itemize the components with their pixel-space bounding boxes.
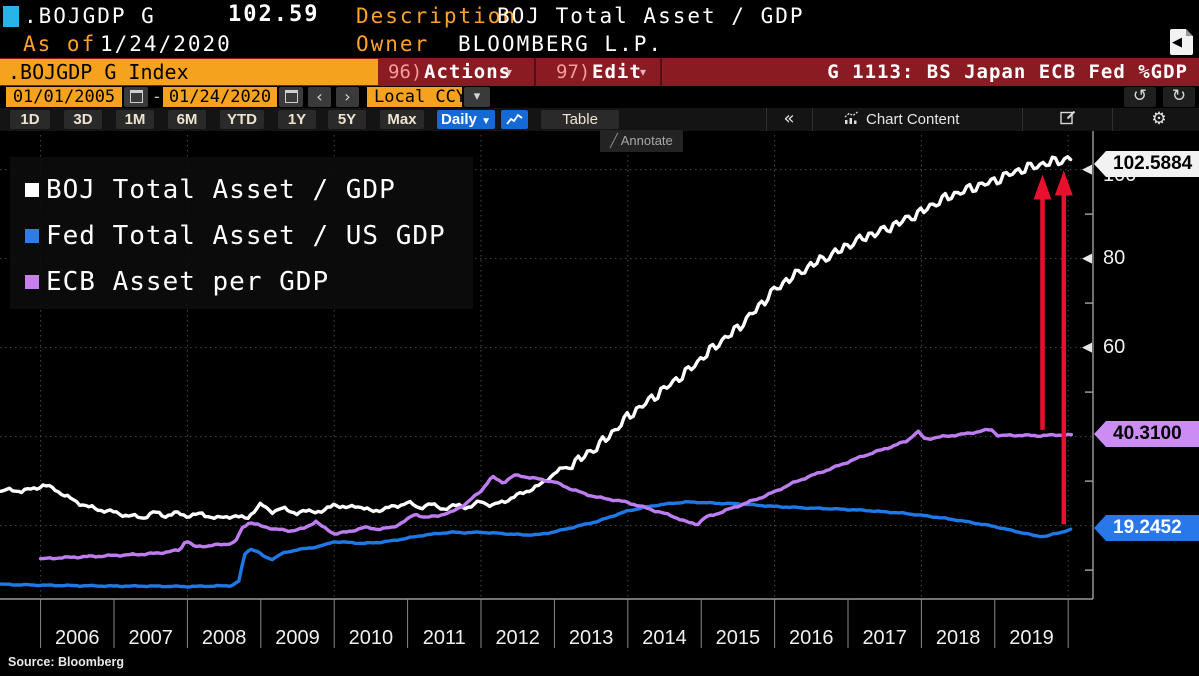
- series-line-fed: [0, 500, 1073, 589]
- start-date-input[interactable]: 01/01/2005: [6, 87, 122, 107]
- range-button-1y[interactable]: 1Y: [278, 110, 316, 129]
- gear-icon[interactable]: ⚙: [1151, 109, 1167, 129]
- frequency-caret-icon: ▼: [481, 116, 491, 127]
- range-button-1d[interactable]: 1D: [10, 110, 50, 129]
- series-line-boj: [0, 155, 1073, 520]
- divider: [534, 58, 536, 86]
- last-price: 102.59: [228, 2, 320, 27]
- y-tick-pointer-80: [1082, 253, 1092, 264]
- divider: [660, 58, 662, 86]
- x-axis-year-2015: 2015: [716, 627, 761, 649]
- start-calendar-icon[interactable]: [124, 87, 148, 107]
- actions-menu[interactable]: Actions: [424, 61, 512, 83]
- actions-caret-icon[interactable]: ▾: [506, 65, 513, 79]
- actions-shortcut: 96): [388, 61, 423, 83]
- next-period-button[interactable]: ›: [336, 87, 359, 107]
- x-axis-year-2009: 2009: [275, 627, 320, 649]
- currency-caret-icon[interactable]: ▾: [464, 87, 490, 107]
- owner-value: BLOOMBERG L.P.: [458, 32, 664, 56]
- x-axis-year-2007: 2007: [128, 627, 173, 649]
- x-axis-year-2011: 2011: [423, 627, 466, 649]
- security-color-marker: [3, 6, 19, 27]
- annotate-button[interactable]: ╱ Annotate: [600, 130, 683, 152]
- edit-shortcut: 97): [556, 61, 591, 83]
- annotate-pencil-icon: ╱: [610, 133, 618, 148]
- as-of-date: 1/24/2020: [100, 32, 232, 56]
- range-button-3d[interactable]: 3D: [64, 110, 102, 129]
- x-axis-year-2014: 2014: [642, 627, 687, 649]
- chart-toolbar: 1D 3D 1M 6M YTD 1Y 5Y Max Daily ▼ Table « Chart…: [0, 108, 1199, 131]
- range-button-max[interactable]: Max: [380, 110, 424, 129]
- collapse-panel-button[interactable]: «: [783, 108, 795, 129]
- legend-label: ECB Asset per GDP: [46, 267, 330, 297]
- range-button-6m[interactable]: 6M: [168, 110, 206, 129]
- chart-plot-area[interactable]: 2006 2007 2008 2009 2010 2011 2012 2013 2014 2015…: [0, 131, 1199, 676]
- owner-label: Owner: [356, 32, 430, 56]
- export-icon[interactable]: ◀: [1170, 29, 1193, 55]
- legend-item-1[interactable]: BOJ Total Asset / GDP: [10, 167, 396, 213]
- description-label: Description: [356, 4, 518, 28]
- x-axis-year-2010: 2010: [349, 627, 394, 649]
- chart-id-title: G 1113: BS Japan ECB Fed %GDP: [827, 61, 1188, 83]
- x-axis-year-2018: 2018: [936, 627, 981, 649]
- chart-content-icon: [843, 110, 859, 129]
- x-axis-year-2019: 2019: [1009, 627, 1054, 649]
- range-button-5y[interactable]: 5Y: [328, 110, 366, 129]
- x-axis-year-2008: 2008: [202, 627, 247, 649]
- legend-label: Fed Total Asset / US GDP: [46, 221, 446, 251]
- legend-swatch: [25, 183, 39, 197]
- x-axis-year-2012: 2012: [495, 627, 540, 649]
- annotation-arrow-head-1: [1033, 174, 1052, 200]
- legend-swatch: [25, 229, 39, 243]
- edit-caret-icon[interactable]: ▾: [640, 65, 647, 79]
- end-date-input[interactable]: 01/24/2020: [163, 87, 277, 107]
- edit-menu[interactable]: Edit: [592, 61, 642, 83]
- undo-icon[interactable]: ↺: [1124, 87, 1156, 107]
- x-axis-year-2013: 2013: [569, 627, 614, 649]
- x-axis-year-2006: 2006: [55, 627, 100, 649]
- table-view-button[interactable]: Table: [541, 110, 619, 129]
- chart-legend: BOJ Total Asset / GDP Fed Total Asset / U…: [10, 157, 473, 309]
- source-attribution: Source: Bloomberg: [8, 655, 124, 669]
- x-axis-year-2016: 2016: [789, 627, 834, 649]
- series-line-ecb: [38, 427, 1073, 561]
- y-tick-pointer-60: [1082, 342, 1092, 353]
- frequency-select[interactable]: Daily ▼: [437, 110, 495, 129]
- annotation-arrow-head-2: [1054, 170, 1073, 196]
- line-chart-view-icon[interactable]: [501, 110, 528, 129]
- range-button-1m[interactable]: 1M: [116, 110, 154, 129]
- ticker-symbol: .BOJGDP G: [24, 4, 156, 28]
- end-calendar-icon[interactable]: [279, 87, 303, 107]
- security-input[interactable]: .BOJGDP G Index: [0, 59, 378, 85]
- legend-swatch: [25, 275, 39, 289]
- range-button-ytd[interactable]: YTD: [220, 110, 264, 129]
- legend-item-2[interactable]: Fed Total Asset / US GDP: [10, 213, 446, 259]
- y-tick-pointer-100: [1082, 164, 1092, 175]
- currency-select[interactable]: Local CCY: [367, 87, 466, 107]
- annotation-notes-icon[interactable]: [1058, 110, 1078, 129]
- chart-content-button[interactable]: Chart Content: [866, 111, 960, 128]
- y-axis-label-60: 60: [1103, 336, 1126, 358]
- y-axis-label-80: 80: [1103, 247, 1126, 269]
- last-value-badge-fed: 19.2452: [1094, 515, 1199, 541]
- redo-icon[interactable]: ↻: [1163, 87, 1195, 107]
- legend-label: BOJ Total Asset / GDP: [46, 175, 396, 205]
- last-value-badge-ecb: 40.3100: [1094, 421, 1199, 447]
- description-value: BOJ Total Asset / GDP: [497, 4, 805, 28]
- x-axis-year-2017: 2017: [862, 627, 907, 649]
- legend-item-3[interactable]: ECB Asset per GDP: [10, 259, 329, 305]
- date-range-separator: -: [152, 87, 162, 106]
- as-of-label: As of: [23, 32, 97, 56]
- prev-period-button[interactable]: ‹: [308, 87, 331, 107]
- last-value-badge-boj: 102.5884: [1094, 151, 1199, 177]
